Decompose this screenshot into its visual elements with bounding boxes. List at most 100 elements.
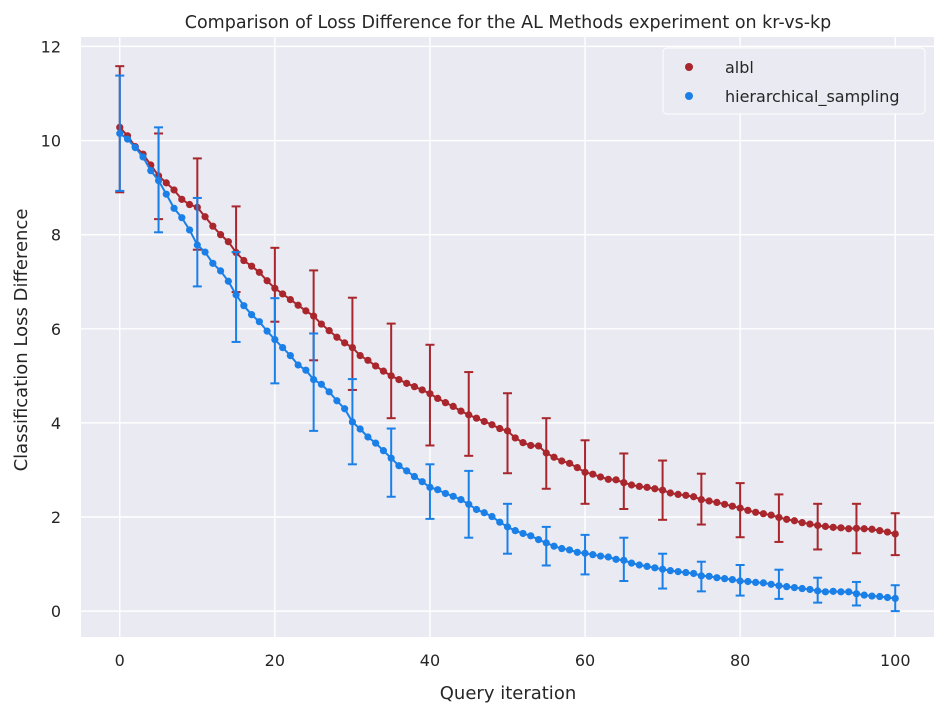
data-point-hierarchical-sampling [752,578,760,587]
data-point-hierarchical-sampling [558,544,566,553]
data-point-hierarchical-sampling [666,567,674,575]
data-point-hierarchical-sampling [775,582,783,590]
data-point-hierarchical-sampling [589,551,597,559]
y-tick-label: 10 [41,132,61,151]
data-point-hierarchical-sampling [364,433,372,441]
data-point-hierarchical-sampling [302,366,310,374]
data-point-albl [674,490,682,499]
data-point-hierarchical-sampling [651,564,659,572]
data-point-albl [821,522,830,531]
data-point-albl [170,186,178,194]
data-point-hierarchical-sampling [294,361,302,369]
data-point-hierarchical-sampling [434,486,442,494]
data-point-albl [589,470,597,478]
data-point-albl [829,523,837,531]
data-point-hierarchical-sampling [612,555,620,563]
data-point-hierarchical-sampling [627,559,636,567]
data-point-hierarchical-sampling [682,568,690,577]
data-point-hierarchical-sampling [488,512,496,521]
data-point-albl [573,463,581,472]
data-point-albl [302,307,310,315]
data-point-hierarchical-sampling [341,405,349,413]
data-point-albl [852,524,861,532]
data-point-hierarchical-sampling [527,532,535,540]
data-point-hierarchical-sampling [248,311,256,319]
data-point-hierarchical-sampling [356,425,364,433]
data-point-hierarchical-sampling [814,587,822,595]
data-point-hierarchical-sampling [201,248,209,256]
legend-label-albl: albl [725,58,754,77]
data-point-albl [441,399,450,407]
data-point-albl [651,485,659,493]
data-point-albl [845,525,853,533]
data-point-albl [604,475,612,483]
data-point-hierarchical-sampling [310,375,318,384]
data-point-hierarchical-sampling [565,546,574,554]
data-point-hierarchical-sampling [798,584,806,593]
data-point-albl [341,339,349,347]
data-point-albl [519,439,527,447]
series-hierarchical-sampling [115,74,900,613]
data-point-albl [503,427,512,435]
data-point-hierarchical-sampling [178,214,186,222]
data-point-hierarchical-sampling [372,439,380,447]
data-point-hierarchical-sampling [403,467,411,475]
data-point-hierarchical-sampling [643,562,651,571]
data-point-albl [534,442,543,450]
data-point-hierarchical-sampling [596,552,605,560]
data-point-hierarchical-sampling [821,588,830,596]
data-point-albl [527,441,535,450]
data-point-hierarchical-sampling [767,580,775,588]
data-point-albl [682,491,690,499]
data-point-albl [643,483,651,491]
data-point-albl [627,481,636,489]
data-point-albl [410,383,419,391]
data-point-albl [418,386,426,394]
data-point-hierarchical-sampling [728,575,736,584]
data-point-hierarchical-sampling [472,505,481,514]
data-point-albl [666,489,674,497]
data-point-hierarchical-sampling [790,583,799,592]
data-point-albl [271,284,279,292]
data-point-hierarchical-sampling [658,565,667,573]
legend-marker-hierarchical-sampling [685,92,693,100]
y-tick-label: 12 [41,37,61,56]
data-point-hierarchical-sampling [387,454,395,462]
data-point-hierarchical-sampling [550,542,558,550]
data-point-hierarchical-sampling [876,592,884,601]
y-tick-labels: 0 2 4 6 8 10 12 [41,37,61,621]
x-axis-label: Query iteration [440,683,576,704]
data-point-hierarchical-sampling [542,539,550,547]
x-tick-label: 60 [575,651,595,670]
data-point-hierarchical-sampling [379,447,388,455]
data-point-hierarchical-sampling [845,588,853,596]
data-point-hierarchical-sampling [193,241,201,249]
data-point-albl [185,200,194,209]
data-point-albl [348,343,357,352]
data-point-hierarchical-sampling [519,529,527,538]
data-point-albl [783,515,791,523]
data-point-albl [876,527,884,535]
data-point-albl [279,290,287,298]
data-point-hierarchical-sampling [216,267,225,275]
data-point-hierarchical-sampling [123,135,132,143]
x-tick-label: 0 [115,651,125,670]
x-tick-label: 80 [730,651,750,670]
data-point-hierarchical-sampling [534,535,543,544]
chart-title: Comparison of Loss Difference for the AL… [185,13,832,33]
data-point-albl [542,449,550,457]
data-point-hierarchical-sampling [713,574,721,582]
data-point-albl [744,506,752,515]
y-tick-label: 4 [51,414,61,433]
data-point-hierarchical-sampling [325,388,333,396]
data-point-hierarchical-sampling [891,594,899,603]
data-point-hierarchical-sampling [721,575,729,583]
legend-box [662,47,926,115]
data-point-hierarchical-sampling [255,318,263,326]
data-point-hierarchical-sampling [860,591,868,599]
x-tick-label: 20 [265,651,285,670]
data-point-albl [658,486,667,494]
series-albl [115,65,900,557]
data-point-hierarchical-sampling [635,561,643,569]
